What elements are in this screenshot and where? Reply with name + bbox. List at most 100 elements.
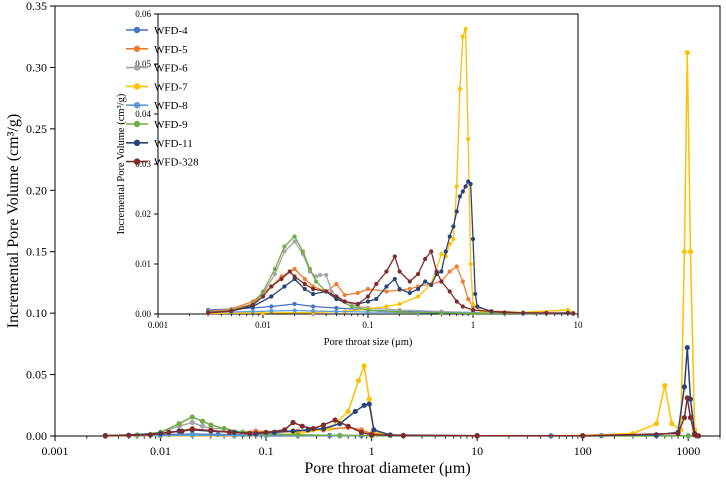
inset-legend-label: WFD-9 [154,119,188,131]
main-data-point [189,419,195,426]
inset-data-point [374,296,379,302]
inset-data-point [423,279,428,284]
main-data-point [305,427,311,433]
main-data-point [684,395,690,401]
main-y-tick-label: 0.05 [26,368,47,382]
main-data-point [681,414,688,421]
inset-legend-label: WFD-6 [154,63,188,75]
main-data-point [102,433,108,439]
main-data-point [358,429,364,435]
main-data-point [320,426,327,432]
inset-data-point [457,194,462,199]
inset-data-point [470,236,476,242]
main-data-point [371,427,377,433]
main-data-point [345,408,351,415]
main-data-point [221,426,227,432]
inset-data-point [313,274,319,279]
inset-data-point [272,271,278,277]
inset-data-point [384,284,389,289]
inset-data-point [374,281,379,287]
inset-legend-label: WFD-5 [154,44,188,56]
inset-data-point [292,239,297,244]
inset-data-point [460,189,465,194]
inset-data-point [463,184,468,189]
main-data-point [299,423,305,429]
inset-data-point [447,269,452,274]
main-data-point [290,419,296,426]
inset-data-point [407,279,412,284]
inset-data-point [447,289,452,294]
inset-data-point [470,311,476,316]
inset-legend-swatch-marker [133,102,141,109]
main-data-point [126,432,132,438]
inset-legend-item-wfd-9: WFD-9 [126,119,188,131]
inset-data-point [355,301,360,307]
inset-data-point [407,286,412,292]
main-x-tick-label: 0.001 [42,444,69,458]
inset-data-point [502,310,507,315]
inset-data-point [269,304,274,309]
main-data-point [189,426,195,432]
inset-data-point [397,309,402,315]
inset-data-point [365,286,371,292]
inset-data-point [313,279,319,284]
inset-legend-item-wfd-8: WFD-8 [126,100,188,112]
inset-data-point [451,236,456,242]
main-data-point [653,421,660,427]
inset-legend-swatch-marker [133,26,141,34]
inset-data-point [443,249,448,254]
inset-data-point [439,251,444,257]
inset-data-point [447,234,452,239]
inset-data-point [365,299,371,304]
main-data-point [166,429,172,435]
inset-data-point [429,249,434,254]
inset-x-tick-label: 0.01 [255,320,271,330]
inset-data-point [342,299,347,304]
inset-series-wfd-328 [206,249,576,316]
main-data-point [669,421,675,427]
inset-data-point [460,304,465,309]
inset-data-point [544,310,549,316]
inset-data-point [463,26,468,32]
inset-data-point [439,269,444,274]
inset-data-point [460,279,465,284]
inset-x-tick-label: 1 [471,320,476,330]
main-y-tick-label: 0.10 [26,306,47,320]
inset-data-point [466,296,471,302]
inset-data-point [454,209,459,214]
inset-data-point [269,284,274,289]
main-data-point [290,428,296,434]
inset-data-point [318,272,323,278]
inset-data-point [470,307,476,313]
inset-data-point [229,308,234,314]
main-data-point [681,384,688,390]
inset-data-point [565,307,570,313]
main-data-point [675,430,681,437]
inset-data-point [311,291,316,297]
inset-data-point [334,309,339,314]
inset-data-point [334,281,339,287]
main-data-point [282,427,288,433]
inset-series-line-wfd-6 [208,240,574,315]
main-x-tick-label: 0.01 [150,444,171,458]
inset-x-tick-label: 0.1 [362,320,373,330]
inset-data-point [365,307,371,313]
inset-data-point [434,269,439,274]
main-data-point [352,408,358,415]
inset-legend-label: WFD-11 [154,138,193,150]
inset-data-point [311,286,316,292]
inset-data-point [384,304,389,309]
inset-data-point [311,308,316,314]
main-x-tick-label: 0.1 [259,444,274,458]
main-y-axis-title: Incremental Pore Volume (cm³/g) [5,114,22,328]
inset-x-tick-label: 0.001 [148,320,168,330]
inset-data-point [269,308,274,314]
inset-data-point [302,286,307,292]
inset-y-axis-title: Incremental Pore Volume (cm³/g) [116,93,127,234]
inset-y-tick-label: 0.02 [135,209,151,219]
inset-legend-swatch-marker [133,83,141,90]
main-x-tick-label: 1000 [676,444,700,458]
inset-legend-item-wfd-6: WFD-6 [126,63,188,75]
inset-data-point [454,299,459,304]
